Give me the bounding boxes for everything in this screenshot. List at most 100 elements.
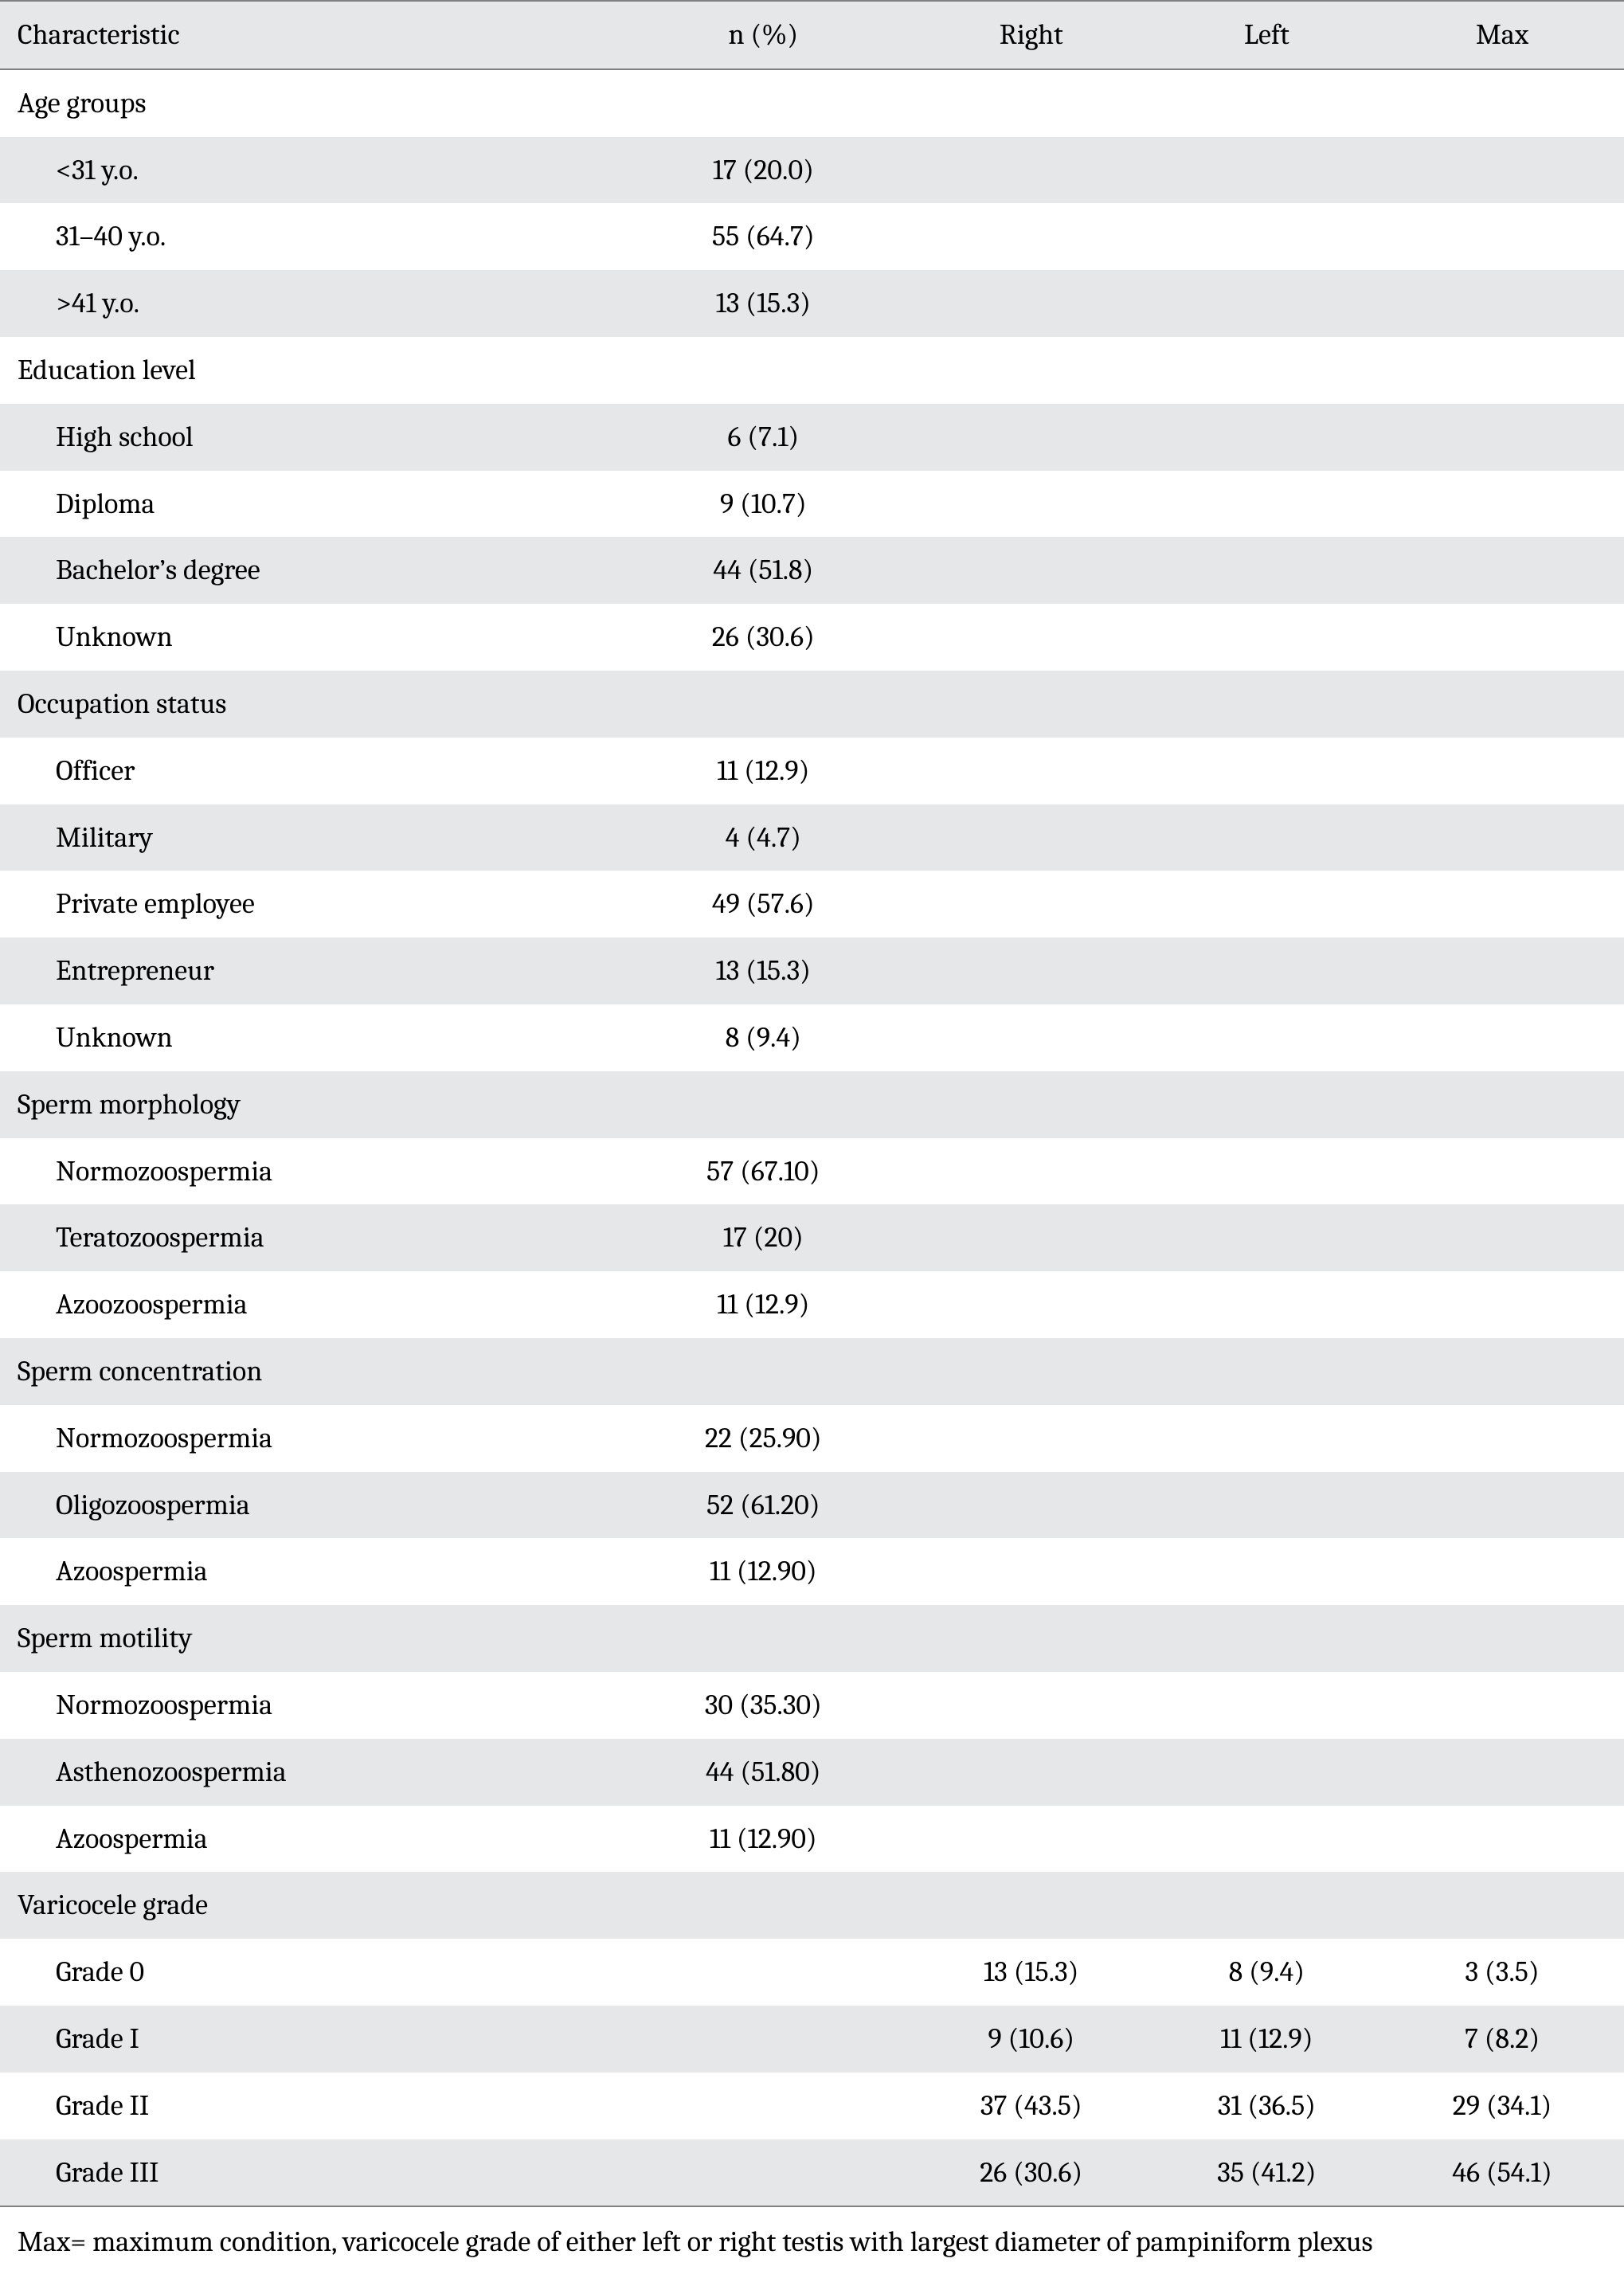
table-cell	[910, 604, 1153, 671]
table-cell	[910, 1605, 1153, 1672]
table-cell	[1153, 804, 1380, 871]
table-cell: Grade III	[0, 2139, 617, 2207]
table-row: Normozoospermia57 (67.10)	[0, 1138, 1624, 1205]
table-row: Education level	[0, 337, 1624, 404]
table-row: Grade I9 (10.6)11 (12.9)7 (8.2)	[0, 2006, 1624, 2073]
table-cell	[1380, 1338, 1624, 1405]
table-cell	[1153, 404, 1380, 471]
table-cell	[1153, 1806, 1380, 1873]
table-row: Entrepreneur13 (15.3)	[0, 937, 1624, 1004]
table-cell	[1153, 937, 1380, 1004]
table-cell: 29 (34.1)	[1380, 2073, 1624, 2139]
table-cell	[1153, 537, 1380, 604]
table-cell	[1380, 804, 1624, 871]
table-cell: Asthenozoospermia	[0, 1739, 617, 1806]
table-cell	[910, 738, 1153, 804]
table-cell	[1153, 1672, 1380, 1739]
table-cell	[910, 1806, 1153, 1873]
table-cell: Education level	[0, 337, 617, 404]
table-cell	[1153, 1538, 1380, 1605]
table-cell: Age groups	[0, 69, 617, 137]
table-cell	[910, 1538, 1153, 1605]
table-cell	[910, 1204, 1153, 1271]
table-cell	[1153, 337, 1380, 404]
table-row: 31–40 y.o.55 (64.7)	[0, 203, 1624, 270]
table-cell	[910, 471, 1153, 538]
table-row: Sperm morphology	[0, 1071, 1624, 1138]
table-cell	[910, 1138, 1153, 1205]
table-cell: Military	[0, 804, 617, 871]
table-cell: 44 (51.8)	[617, 537, 910, 604]
table-row: Officer11 (12.9)	[0, 738, 1624, 804]
table-cell	[1380, 738, 1624, 804]
table-cell: Grade 0	[0, 1939, 617, 2006]
table-row: Teratozoospermia17 (20)	[0, 1204, 1624, 1271]
table-cell	[617, 2139, 910, 2207]
table-cell	[1153, 604, 1380, 671]
table-cell	[1153, 671, 1380, 738]
table-cell	[1380, 1472, 1624, 1539]
table-row: Sperm concentration	[0, 1338, 1624, 1405]
table-cell: Teratozoospermia	[0, 1204, 617, 1271]
table-cell: 13 (15.3)	[617, 270, 910, 337]
table-cell	[910, 1672, 1153, 1739]
table-cell	[1153, 137, 1380, 204]
table-cell	[617, 1939, 910, 2006]
table-row: Military4 (4.7)	[0, 804, 1624, 871]
table-cell	[1380, 1872, 1624, 1939]
table-cell: 55 (64.7)	[617, 203, 910, 270]
table-row: Asthenozoospermia44 (51.80)	[0, 1739, 1624, 1806]
table-cell: 9 (10.7)	[617, 471, 910, 538]
table-cell	[1380, 203, 1624, 270]
table-cell	[1153, 471, 1380, 538]
table-cell	[910, 937, 1153, 1004]
table-cell	[910, 1071, 1153, 1138]
table-cell	[1153, 69, 1380, 137]
table-cell: 13 (15.3)	[617, 937, 910, 1004]
table-cell	[910, 137, 1153, 204]
table-cell: 17 (20.0)	[617, 137, 910, 204]
table-row: Azoozoospermia11 (12.9)	[0, 1271, 1624, 1338]
col-header: Characteristic	[0, 1, 617, 69]
table-row: Oligozoospermia52 (61.20)	[0, 1472, 1624, 1539]
table-cell	[1380, 937, 1624, 1004]
col-header: Left	[1153, 1, 1380, 69]
table-cell	[1380, 537, 1624, 604]
table-cell	[617, 337, 910, 404]
table-cell: Unknown	[0, 1004, 617, 1071]
table-cell	[1153, 1872, 1380, 1939]
table-cell: Entrepreneur	[0, 937, 617, 1004]
table-cell	[1153, 1204, 1380, 1271]
table-row: Age groups	[0, 69, 1624, 137]
table-cell: <31 y.o.	[0, 137, 617, 204]
table-cell	[1380, 1605, 1624, 1672]
table-cell: Bachelor’s degree	[0, 537, 617, 604]
table-cell	[1380, 471, 1624, 538]
col-header: Max	[1380, 1, 1624, 69]
table-cell: Sperm motility	[0, 1605, 617, 1672]
table-cell: Diploma	[0, 471, 617, 538]
table-wrap: Characteristic n (%) Right Left Max Age …	[0, 0, 1624, 2282]
characteristics-table: Characteristic n (%) Right Left Max Age …	[0, 0, 1624, 2207]
table-row: Diploma9 (10.7)	[0, 471, 1624, 538]
table-cell: Normozoospermia	[0, 1672, 617, 1739]
table-cell	[1153, 1071, 1380, 1138]
table-cell	[1380, 1138, 1624, 1205]
table-cell: Azoospermia	[0, 1538, 617, 1605]
table-cell	[1380, 337, 1624, 404]
table-cell	[910, 1472, 1153, 1539]
table-cell	[1153, 1004, 1380, 1071]
table-row: Sperm motility	[0, 1605, 1624, 1672]
table-cell: 49 (57.6)	[617, 871, 910, 937]
table-cell	[1153, 1405, 1380, 1472]
table-cell	[617, 1071, 910, 1138]
table-cell: 46 (54.1)	[1380, 2139, 1624, 2207]
table-cell: 6 (7.1)	[617, 404, 910, 471]
table-cell	[910, 337, 1153, 404]
table-cell: 8 (9.4)	[617, 1004, 910, 1071]
table-row: High school6 (7.1)	[0, 404, 1624, 471]
table-row: Varicocele grade	[0, 1872, 1624, 1939]
table-cell	[1153, 1472, 1380, 1539]
table-cell: 11 (12.9)	[617, 1271, 910, 1338]
table-cell: 3 (3.5)	[1380, 1939, 1624, 2006]
